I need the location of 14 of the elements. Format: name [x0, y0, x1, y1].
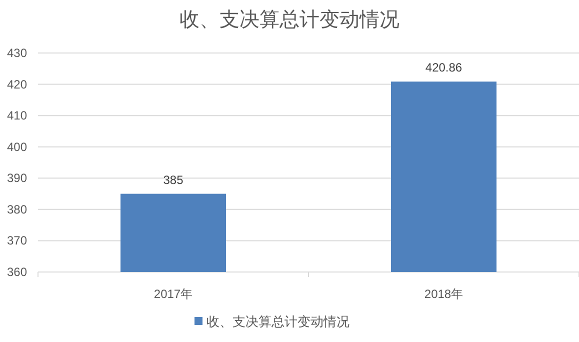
y-tick-label: 380 — [6, 202, 28, 216]
y-tick-label: 410 — [6, 108, 28, 123]
y-tick-label: 400 — [6, 140, 28, 154]
x-tick-label: 2017年 — [154, 287, 193, 301]
y-tick-label: 370 — [6, 234, 28, 248]
legend-label: 收、支决算总计变动情况 — [206, 314, 350, 329]
x-tick-label: 2018年 — [424, 287, 464, 301]
data-label: 420.86 — [425, 60, 462, 75]
y-tick-label: 420 — [6, 77, 28, 92]
y-tick-label: 360 — [6, 265, 28, 279]
y-tick-label: 390 — [6, 171, 28, 186]
data-label: 385 — [163, 172, 184, 187]
chart-title: 收、支决算总计变动情况 — [180, 9, 400, 31]
y-tick-label: 430 — [6, 46, 28, 60]
